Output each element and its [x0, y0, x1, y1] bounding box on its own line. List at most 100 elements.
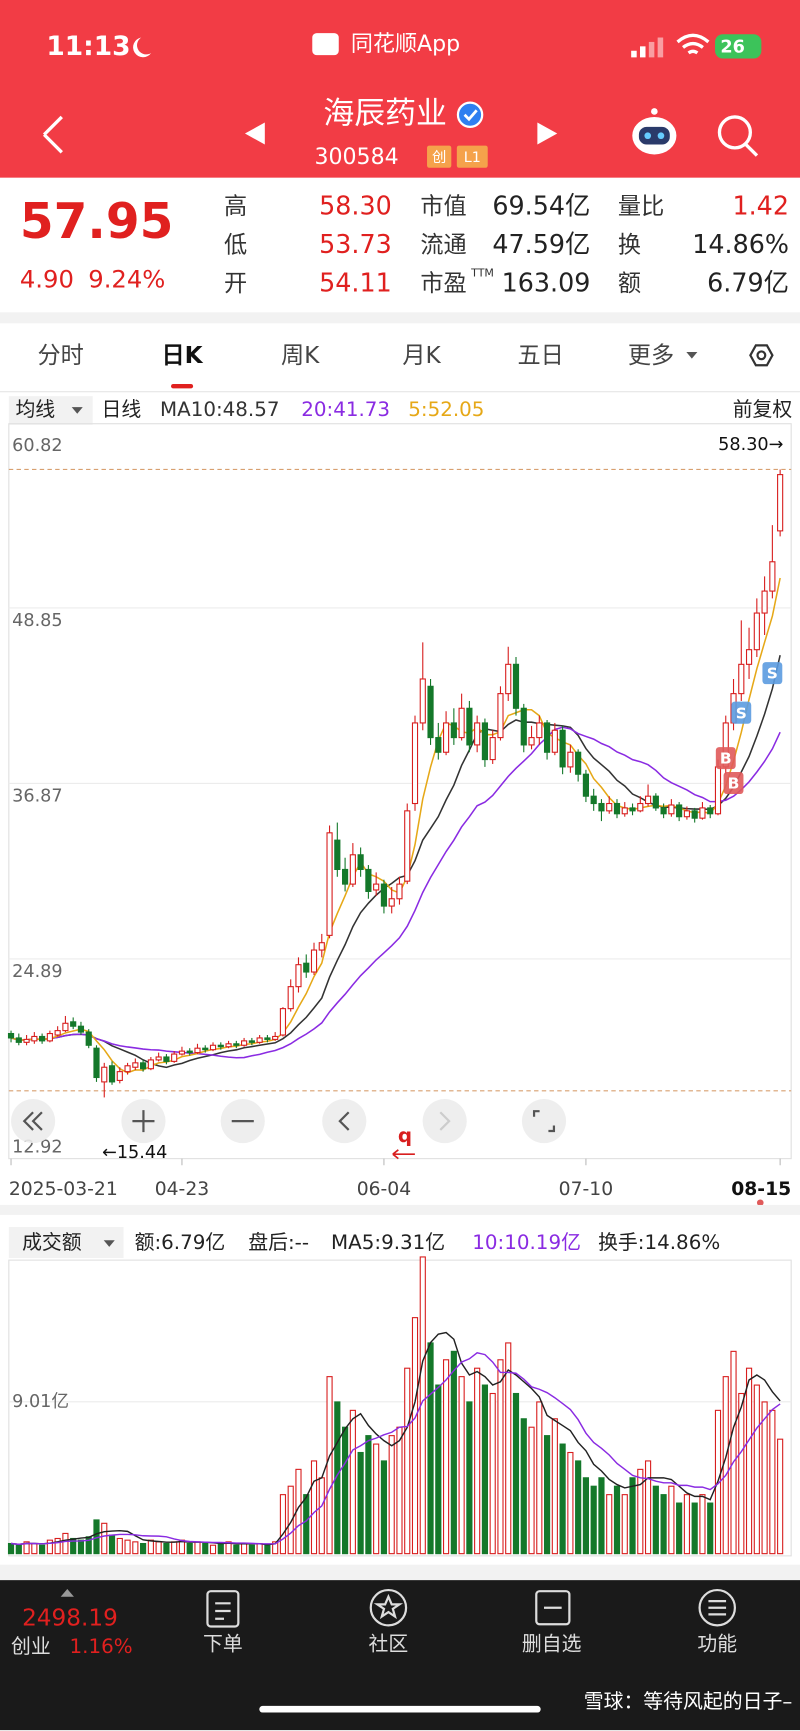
candle-body: [598, 802, 605, 812]
tab[interactable]: 更多: [628, 342, 674, 369]
volume-bar: [699, 1494, 706, 1555]
volume-title[interactable]: 成交额: [22, 1231, 82, 1254]
battery: [715, 34, 762, 59]
wifi-icon: [676, 33, 710, 55]
back-button[interactable]: [42, 115, 63, 154]
candle-body: [660, 807, 667, 815]
tab[interactable]: 分时: [38, 342, 84, 369]
volume-bar: [233, 1544, 240, 1555]
tab[interactable]: 周K: [281, 342, 320, 369]
icon: [532, 1110, 556, 1133]
moon-icon: [133, 37, 152, 58]
volume-bar: [23, 1541, 30, 1555]
volume-bar: [442, 1359, 450, 1555]
app-name: 同花顺App: [351, 32, 460, 57]
volume-bar: [427, 1342, 434, 1555]
nav-label[interactable]: 删自选: [522, 1633, 582, 1656]
candle-body: [303, 962, 310, 973]
ma-selector[interactable]: 均线: [15, 398, 55, 421]
candle-body: [629, 807, 636, 812]
candle-body: [777, 474, 784, 532]
candle-body: [85, 1031, 92, 1046]
volume-bar: [186, 1542, 193, 1555]
last-price: 57.95: [20, 194, 174, 250]
candle-body: [256, 1037, 263, 1043]
index-value[interactable]: 2498.19: [22, 1604, 118, 1631]
marker-arrow: [392, 1149, 415, 1160]
candle-body: [396, 883, 403, 900]
legend-item: 10:10.19亿: [472, 1231, 581, 1254]
candle-body: [606, 802, 613, 812]
remove-icon: [535, 1590, 571, 1626]
tab[interactable]: 五日: [518, 342, 564, 369]
candle-body: [39, 1035, 46, 1042]
badge: L1: [464, 150, 481, 166]
nav-label[interactable]: 社区: [369, 1633, 409, 1656]
volume-bar: [637, 1468, 644, 1555]
field-label: 开: [224, 270, 247, 297]
community-star: [373, 1593, 404, 1620]
field-label: 换: [618, 232, 641, 259]
nav-label[interactable]: 功能: [697, 1633, 737, 1656]
volume-bar: [77, 1539, 85, 1555]
search-icon[interactable]: [717, 115, 759, 157]
home-indicator: [259, 1705, 541, 1713]
candle-body: [738, 663, 745, 695]
candle-body: [70, 1021, 77, 1027]
ma-legend: MA10:48.57 20:41.73 5:52.05: [160, 398, 484, 421]
zoom-button[interactable]: [521, 1099, 567, 1144]
settings-icon[interactable]: [749, 344, 774, 367]
order-icon: [206, 1590, 240, 1628]
volume-bar: [101, 1522, 108, 1555]
zoom-button[interactable]: [422, 1099, 467, 1144]
ma-line: [10, 726, 781, 1059]
next-stock[interactable]: [537, 122, 558, 145]
selector-bg[interactable]: [8, 1227, 124, 1258]
candle-body: [54, 1030, 61, 1036]
volume-bar: [39, 1544, 46, 1555]
volume-bar: [318, 1477, 325, 1555]
field-label: 市值: [420, 193, 466, 220]
volume-bar: [7, 1542, 15, 1555]
field-value: 1.42: [732, 190, 788, 220]
ma-line: [10, 577, 781, 1074]
volume-bar: [474, 1367, 481, 1555]
index-name: 创业: [11, 1635, 51, 1658]
candle-body: [450, 722, 457, 739]
volume-bar: [341, 1426, 349, 1555]
volume-bar: [15, 1544, 22, 1555]
volume-bar: [458, 1376, 465, 1555]
candle-body: [140, 1062, 147, 1070]
menu-icon: [698, 1588, 736, 1627]
candle-body: [644, 795, 652, 805]
candle-body: [264, 1037, 271, 1040]
candle-body: [567, 751, 574, 768]
volume-bar: [528, 1426, 535, 1555]
volume-bar: [582, 1477, 590, 1555]
adjust-mode[interactable]: 前复权: [733, 398, 793, 421]
tab[interactable]: 月K: [402, 342, 441, 369]
candle-body: [419, 678, 426, 724]
prev-stock[interactable]: [244, 122, 265, 145]
ma-line: [10, 655, 781, 1069]
stock-code: 300584: [314, 145, 398, 170]
volume-bar: [140, 1542, 147, 1555]
volume-bar: [373, 1443, 380, 1555]
x-tick-label: 06-04: [357, 1179, 411, 1200]
volume-bar: [349, 1409, 356, 1555]
volume-bar: [194, 1541, 201, 1555]
volume-bar: [761, 1401, 768, 1555]
assistant-icon[interactable]: [632, 108, 677, 155]
candle-body: [7, 1032, 15, 1039]
volume-bar: [62, 1532, 69, 1555]
volume-bar: [575, 1460, 582, 1555]
trade-mark-label: B: [728, 775, 740, 793]
candle-body: [248, 1040, 255, 1043]
zoom-button[interactable]: [322, 1099, 367, 1144]
candle-body: [163, 1056, 170, 1062]
candle-body: [753, 612, 760, 651]
nav-label[interactable]: 下单: [203, 1633, 243, 1656]
trade-mark-label: B: [720, 750, 732, 768]
verified-icon: [456, 101, 484, 128]
tab[interactable]: 日K: [162, 342, 204, 369]
